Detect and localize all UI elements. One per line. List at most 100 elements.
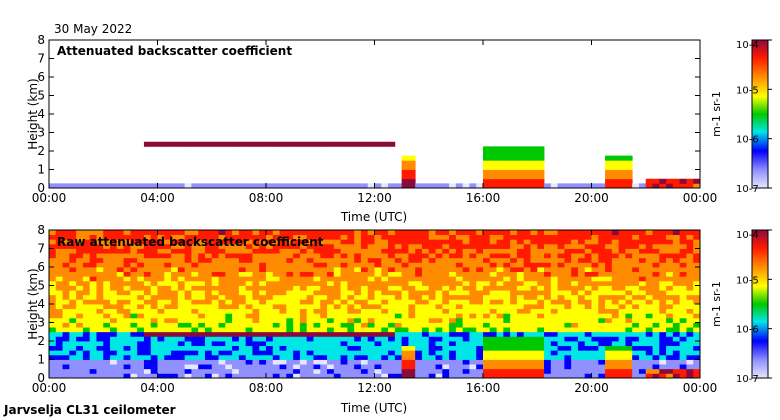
heatmap-cell — [666, 336, 674, 342]
heatmap-cell — [143, 141, 152, 147]
heatmap-cell — [421, 285, 430, 291]
heatmap-cell — [598, 294, 606, 300]
heatmap-cell — [279, 299, 287, 305]
heatmap-cell — [483, 169, 491, 175]
heatmap-cell — [116, 308, 124, 314]
heatmap-cell — [693, 317, 701, 323]
heatmap-cell — [605, 290, 613, 296]
heatmap-cell — [503, 373, 511, 379]
heatmap-cell — [225, 234, 233, 240]
heatmap-cell — [232, 308, 240, 314]
heatmap-cell — [557, 336, 565, 342]
heatmap-cell — [632, 373, 640, 379]
heatmap-cell — [455, 183, 464, 189]
heatmap-cell — [503, 151, 511, 157]
top-colorbar-label: m-1 sr-1 — [710, 91, 723, 137]
heatmap-cell — [618, 290, 626, 296]
heatmap-cell — [184, 373, 192, 379]
x-tick-label: 12:00 — [357, 381, 392, 395]
heatmap-cell — [530, 341, 538, 347]
heatmap-cell — [449, 230, 457, 236]
heatmap-cell — [89, 313, 97, 319]
heatmap-cell — [686, 285, 694, 291]
heatmap-cell — [116, 327, 124, 333]
heatmap-cell — [618, 257, 626, 263]
heatmap-cell — [591, 276, 599, 282]
heatmap-cell — [130, 267, 138, 273]
heatmap-cell — [428, 336, 436, 342]
heatmap-cell — [191, 359, 199, 365]
heatmap-cell — [232, 262, 240, 268]
heatmap-cell — [367, 345, 375, 351]
heatmap-cell — [232, 373, 240, 379]
heatmap-cell — [564, 341, 572, 347]
heatmap-cell — [171, 243, 179, 249]
heatmap-cell — [55, 364, 63, 370]
heatmap-cell — [354, 257, 362, 263]
heatmap-cell — [347, 271, 355, 277]
heatmap-cell — [394, 336, 403, 342]
heatmap-cell — [211, 350, 219, 356]
heatmap-cell — [659, 183, 667, 189]
heatmap-cell — [62, 322, 70, 328]
heatmap-cell — [89, 359, 97, 365]
heatmap-cell — [679, 280, 687, 286]
heatmap-cell — [252, 317, 260, 323]
heatmap-cell — [415, 276, 423, 282]
heatmap-cell — [232, 313, 240, 319]
heatmap-cell — [333, 308, 341, 314]
heatmap-cell — [354, 243, 362, 249]
heatmap-cell — [652, 327, 660, 333]
heatmap-cell — [360, 336, 369, 342]
heatmap-cell — [523, 373, 531, 379]
heatmap-cell — [137, 299, 145, 305]
heatmap-cell — [679, 359, 687, 365]
heatmap-cell — [469, 183, 477, 189]
heatmap-cell — [157, 280, 165, 286]
heatmap-cell — [191, 313, 199, 319]
heatmap-cell — [503, 350, 511, 356]
heatmap-cell — [69, 345, 77, 351]
heatmap-cell — [537, 294, 545, 300]
heatmap-cell — [354, 248, 362, 254]
heatmap-cell — [605, 299, 613, 305]
heatmap-cell — [232, 183, 240, 189]
heatmap-cell — [645, 239, 653, 245]
heatmap-cell — [510, 155, 518, 161]
heatmap-cell — [455, 350, 464, 356]
heatmap-cell — [672, 183, 681, 189]
heatmap-cell — [96, 267, 104, 273]
heatmap-cell — [605, 243, 613, 249]
heatmap-cell — [503, 304, 511, 310]
heatmap-cell — [659, 304, 667, 310]
heatmap-cell — [49, 262, 57, 268]
colorbar-tick-label: 10-4 — [736, 40, 759, 51]
heatmap-cell — [516, 234, 525, 240]
heatmap-cell — [537, 354, 545, 360]
heatmap-cell — [299, 331, 308, 337]
heatmap-cell — [116, 299, 124, 305]
heatmap-cell — [123, 257, 131, 263]
heatmap-cell — [225, 243, 233, 249]
heatmap-cell — [394, 280, 403, 286]
heatmap-cell — [327, 243, 335, 249]
heatmap-cell — [354, 313, 362, 319]
heatmap-cell — [272, 359, 280, 365]
heatmap-cell — [489, 257, 497, 263]
heatmap-cell — [550, 253, 558, 259]
heatmap-cell — [659, 239, 667, 245]
heatmap-cell — [401, 327, 409, 333]
heatmap-cell — [523, 317, 531, 323]
heatmap-cell — [89, 290, 97, 296]
heatmap-cell — [388, 368, 396, 374]
heatmap-cell — [442, 373, 450, 379]
colorbar-tick-label: 10-5 — [736, 85, 759, 96]
heatmap-cell — [110, 290, 118, 296]
heatmap-cell — [259, 368, 267, 374]
heatmap-cell — [401, 304, 409, 310]
heatmap-cell — [571, 331, 579, 337]
heatmap-cell — [415, 308, 423, 314]
heatmap-cell — [123, 322, 131, 328]
heatmap-cell — [293, 294, 301, 300]
heatmap-cell — [611, 368, 620, 374]
